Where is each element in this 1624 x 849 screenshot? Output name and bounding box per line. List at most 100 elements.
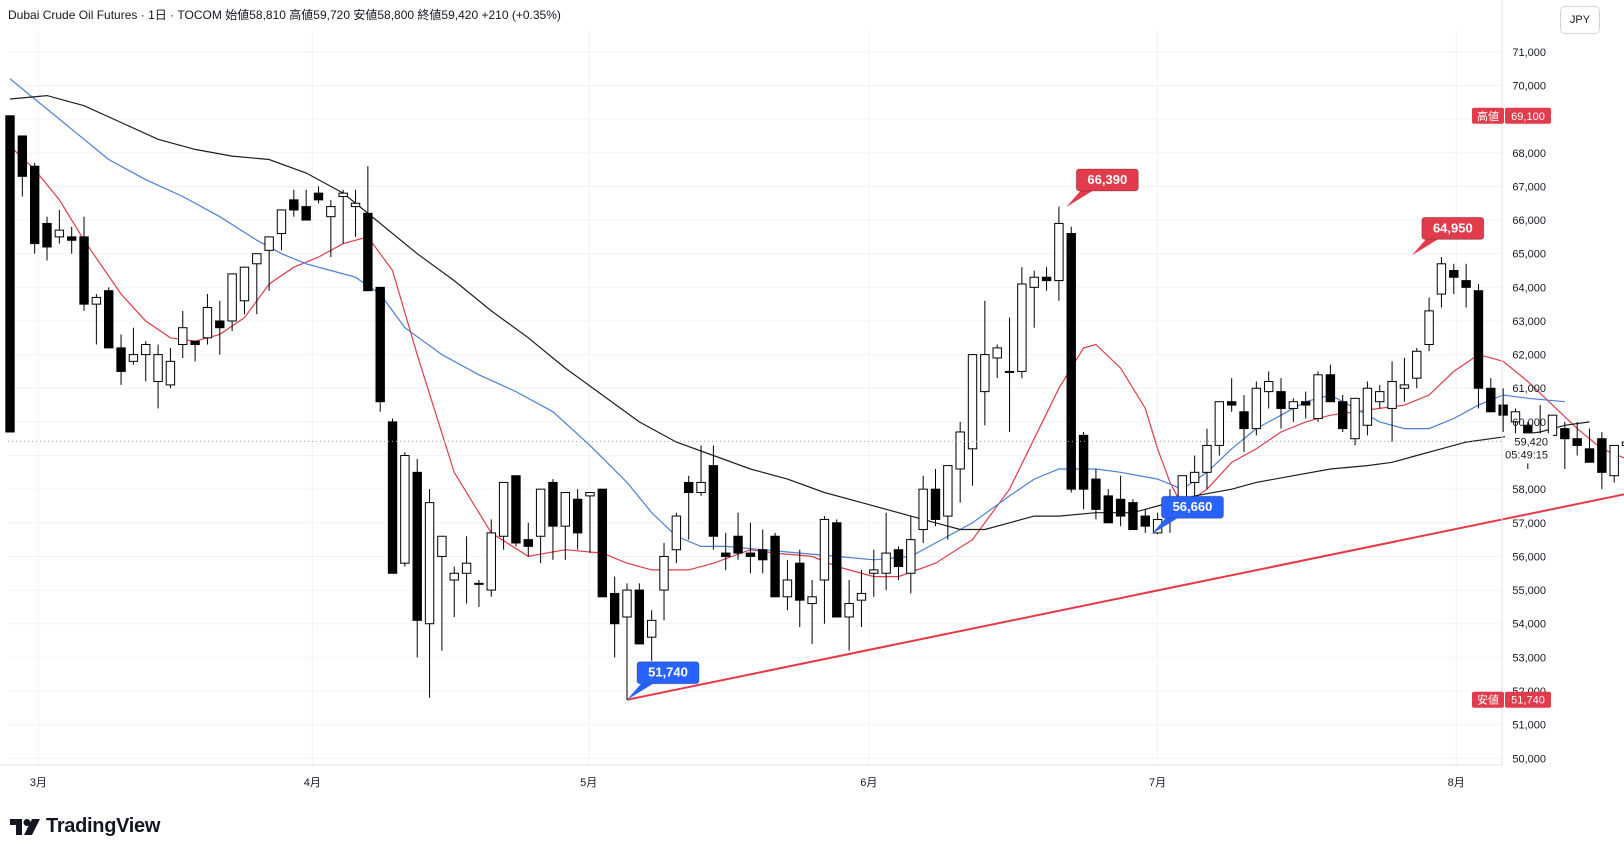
candle-body (54, 229, 65, 238)
price-tag-name-box (1472, 691, 1504, 708)
candle-body (104, 290, 114, 349)
candle-body (733, 535, 743, 554)
candle-body (264, 236, 274, 251)
candle-body (770, 535, 780, 598)
candle-body (721, 552, 731, 557)
candle-body (1547, 414, 1558, 436)
candle-body (634, 589, 645, 645)
x-tick-label: 3月 (30, 777, 47, 789)
y-tick-label: 57,000 (1512, 518, 1546, 530)
candles (5, 115, 1624, 700)
moving-averages (9, 78, 1624, 578)
price-axis[interactable]: 71,00070,00069,00068,00067,00066,00065,0… (8, 0, 1553, 765)
candle-body (745, 552, 756, 557)
candle-body (375, 286, 385, 403)
trendline-layer[interactable] (626, 474, 1624, 701)
candle-body (1572, 438, 1582, 446)
y-tick-label: 63,000 (1512, 316, 1546, 328)
candle-body (684, 481, 694, 494)
candle-body (165, 360, 176, 386)
candle-body (696, 481, 706, 494)
candle-body (1066, 233, 1076, 490)
candle-body (955, 431, 965, 470)
y-tick-label: 54,000 (1512, 619, 1546, 631)
y-tick-label: 67,000 (1512, 181, 1546, 193)
candle-body (819, 518, 830, 581)
candle-body (498, 481, 509, 537)
candle-body (1325, 374, 1336, 403)
price-tag-value-box (1505, 107, 1551, 124)
candle-body (708, 465, 719, 537)
candle-body (350, 202, 361, 208)
callout-pointer (1151, 518, 1178, 535)
y-tick-label: 50,000 (1512, 753, 1546, 765)
currency-button[interactable]: JPY (1560, 6, 1600, 34)
candle-body (1288, 401, 1299, 409)
candle-body (1362, 387, 1373, 426)
candle-body (1054, 222, 1064, 282)
candle-body (412, 471, 422, 621)
candle-body (1560, 428, 1570, 440)
callout-label: 56,660 (1173, 499, 1213, 514)
candle-body (1436, 263, 1447, 295)
interval[interactable]: 1日 (148, 8, 167, 22)
candle-body (338, 192, 348, 198)
candle-body (980, 354, 990, 393)
x-tick-label: 5月 (580, 777, 597, 789)
candle-body (572, 498, 583, 534)
candle-body (1239, 411, 1249, 430)
candle-body (758, 549, 768, 561)
candle-body (523, 539, 533, 547)
callout-box (1160, 495, 1224, 519)
candle-body (252, 253, 262, 265)
annotations: 66,390 64,950 51,740 56,660 (627, 168, 1485, 700)
candle-body (832, 522, 842, 618)
price-tag-value: 69,100 (1511, 111, 1545, 123)
candle-body (1029, 276, 1039, 288)
y-tick-label: 65,000 (1512, 249, 1546, 261)
y-tick-label: 61,000 (1512, 383, 1546, 395)
candle-body (400, 455, 410, 564)
y-tick-label: 53,000 (1512, 652, 1546, 664)
candle-body (992, 347, 1002, 359)
candle-body (128, 354, 139, 362)
candle-body (930, 488, 941, 520)
last-price-value: 59,420 (1514, 436, 1548, 448)
callout-box (1421, 216, 1485, 240)
price-tag-value-box (1505, 691, 1551, 708)
x-tick-label: 8月 (1448, 777, 1465, 789)
candle-body (17, 135, 28, 177)
low-label: 安値 (353, 8, 378, 22)
candle-body (1387, 381, 1397, 409)
x-tick-label: 6月 (860, 777, 877, 789)
candle-body (1498, 404, 1508, 416)
y-tick-label: 64,000 (1512, 282, 1546, 294)
candle-body (474, 582, 484, 585)
candle-body (42, 222, 52, 248)
candle-body (437, 535, 447, 557)
candle-body (869, 569, 879, 574)
candle-body (1350, 397, 1360, 440)
candle-body (276, 209, 287, 235)
x-tick-label: 4月 (304, 777, 321, 789)
price-tag-name: 高値 (1477, 109, 1499, 123)
candle-body (1449, 270, 1459, 278)
candle-body (1214, 401, 1225, 446)
candle-body (967, 354, 978, 450)
tradingview-logo[interactable]: TradingView (10, 815, 160, 838)
symbol-name[interactable]: Dubai Crude Oil Futures (8, 8, 138, 22)
candle-body (906, 539, 916, 574)
candle-body (1263, 381, 1274, 393)
candle-body (943, 465, 953, 517)
close-value: 59,420 (441, 8, 479, 22)
candle-body (29, 165, 40, 245)
candle-body (548, 481, 558, 527)
candle-body (301, 206, 311, 221)
candle-body (289, 199, 299, 211)
time-axis[interactable]: 3月4月5月6月7月8月9月 (0, 764, 1624, 789)
low-value: 58,800 (377, 8, 415, 22)
candle-body (1301, 401, 1311, 406)
callout-label: 51,740 (648, 665, 688, 680)
candle-body (1412, 350, 1422, 379)
